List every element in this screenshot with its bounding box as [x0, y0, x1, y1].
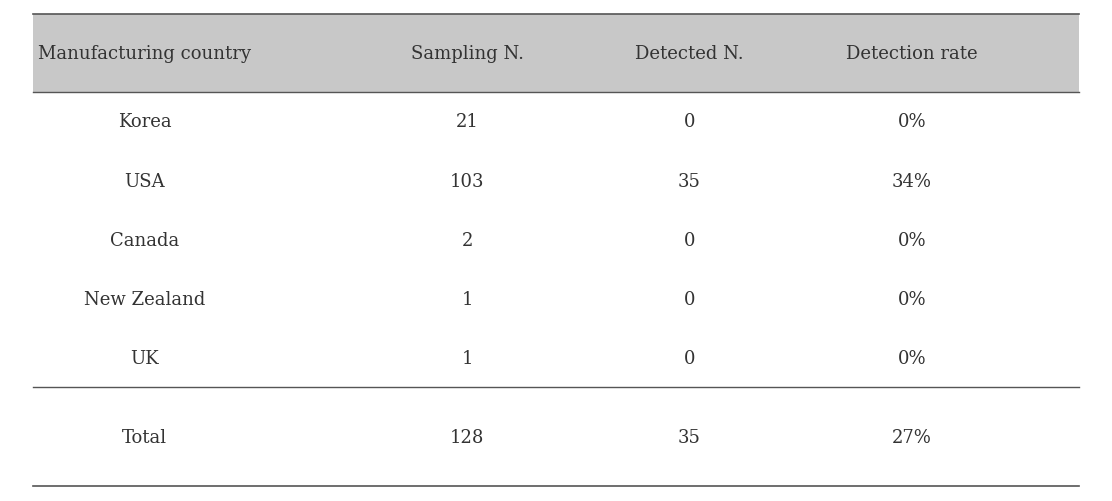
Text: Total: Total — [122, 428, 167, 446]
Text: 0%: 0% — [897, 231, 926, 249]
Text: Detection rate: Detection rate — [846, 45, 977, 63]
Text: Sampling N.: Sampling N. — [410, 45, 524, 63]
Text: New Zealand: New Zealand — [83, 290, 206, 308]
Text: UK: UK — [130, 349, 159, 367]
Text: 34%: 34% — [892, 172, 932, 190]
Text: 128: 128 — [450, 428, 484, 446]
FancyBboxPatch shape — [33, 15, 1079, 93]
Text: 1: 1 — [461, 349, 473, 367]
Text: 0: 0 — [684, 231, 695, 249]
Text: Manufacturing country: Manufacturing country — [38, 45, 251, 63]
Text: 0%: 0% — [897, 113, 926, 131]
Text: 0: 0 — [684, 290, 695, 308]
Text: 35: 35 — [678, 172, 701, 190]
Text: Canada: Canada — [110, 231, 179, 249]
Text: 21: 21 — [456, 113, 478, 131]
Text: USA: USA — [125, 172, 165, 190]
Text: 0%: 0% — [897, 349, 926, 367]
Text: 0%: 0% — [897, 290, 926, 308]
Text: 27%: 27% — [892, 428, 932, 446]
Text: 1: 1 — [461, 290, 473, 308]
Text: Korea: Korea — [118, 113, 171, 131]
Text: 0: 0 — [684, 113, 695, 131]
Text: 103: 103 — [449, 172, 485, 190]
Text: Detected N.: Detected N. — [635, 45, 744, 63]
Text: 0: 0 — [684, 349, 695, 367]
Text: 2: 2 — [461, 231, 473, 249]
Text: 35: 35 — [678, 428, 701, 446]
